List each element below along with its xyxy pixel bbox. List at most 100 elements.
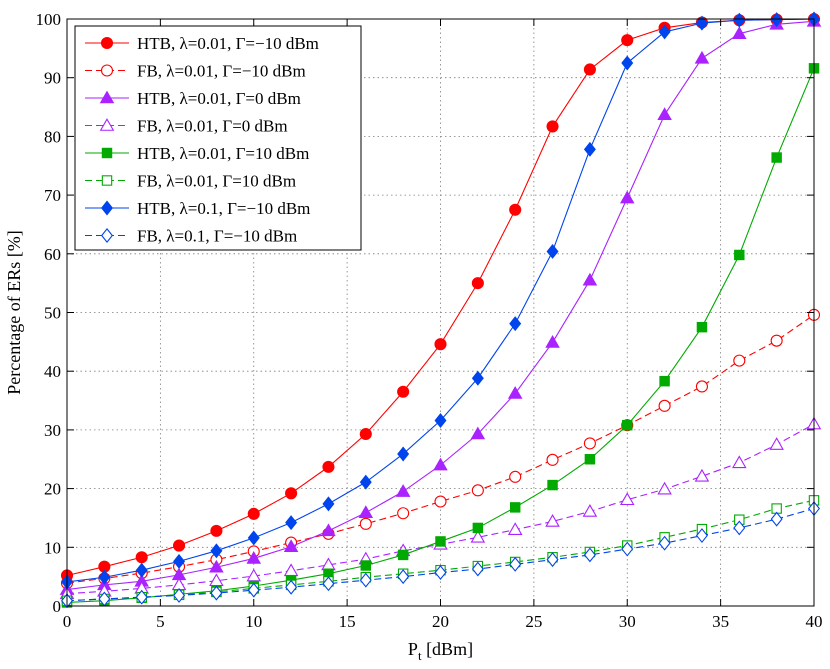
data-point: [694, 50, 710, 64]
data-point: [135, 562, 148, 578]
data-point: [247, 507, 260, 520]
x-tick-label: 20: [432, 612, 449, 631]
data-point: [734, 249, 745, 261]
data-point: [101, 147, 113, 159]
data-point: [100, 36, 114, 50]
data-point: [769, 437, 784, 450]
data-point: [397, 507, 410, 520]
data-point: [358, 505, 374, 518]
legend-item-3: FB, λ=0.01, Γ=0 dBm: [85, 117, 288, 136]
data-point: [509, 556, 522, 572]
data-point: [247, 530, 260, 546]
data-point: [509, 316, 522, 332]
data-point: [285, 515, 298, 531]
data-point: [733, 354, 746, 367]
data-point: [285, 579, 298, 595]
data-point: [360, 560, 372, 571]
data-point: [619, 190, 635, 204]
data-point: [434, 413, 447, 428]
y-tick-label: 90: [44, 69, 61, 88]
axes: 0 5 10 15 20 25 30 35 40 0 10 20 30 40 50 60 70 80 90 100 Pt…: [4, 10, 823, 663]
data-point: [695, 380, 709, 393]
legend-item-7: FB, λ=0.1, Γ=−10 dBm: [85, 227, 297, 246]
data-point: [622, 419, 633, 431]
data-point: [101, 228, 113, 243]
data-point: [546, 453, 559, 466]
data-point: [247, 582, 260, 598]
data-point: [98, 569, 111, 585]
data-point: [694, 468, 710, 482]
data-point: [546, 120, 559, 133]
data-point: [101, 175, 113, 186]
data-point: [210, 585, 223, 601]
data-point: [359, 474, 372, 490]
y-tick-label: 80: [44, 127, 61, 146]
data-point: [658, 535, 671, 551]
legend-label: HTB, λ=0.01, Γ=0 dBm: [137, 89, 301, 108]
data-point: [397, 385, 410, 398]
data-point: [583, 141, 596, 157]
data-point: [472, 522, 484, 534]
plot-series: [59, 11, 822, 609]
data-point: [359, 517, 372, 530]
data-point: [507, 386, 523, 399]
data-point: [470, 426, 486, 440]
data-point: [547, 479, 558, 491]
data-point: [209, 573, 224, 587]
legend-item-5: FB, λ=0.01, Γ=10 dBm: [85, 172, 296, 191]
data-point: [470, 529, 486, 543]
data-point: [733, 12, 746, 28]
data-point: [246, 568, 262, 582]
y-tick-label: 60: [44, 245, 61, 264]
data-point: [210, 524, 223, 537]
data-point: [621, 541, 634, 557]
data-point: [322, 460, 335, 473]
data-point: [99, 118, 115, 131]
data-point: [770, 12, 783, 28]
y-tick-label: 0: [53, 597, 62, 616]
data-point: [695, 15, 708, 31]
x-tick-label: 35: [712, 612, 729, 631]
data-point: [246, 551, 262, 564]
data-point: [322, 576, 335, 592]
y-tick-label: 30: [44, 421, 61, 440]
data-point: [771, 152, 782, 163]
data-point: [135, 551, 148, 564]
legend-label: FB, λ=0.01, Γ=−10 dBm: [137, 62, 306, 81]
data-point: [770, 334, 783, 347]
data-point: [657, 107, 672, 120]
x-axis-label-main: P: [408, 639, 418, 659]
legend-item-6: HTB, λ=0.1, Γ=−10 dBm: [85, 199, 310, 218]
legend-item-0: HTB, λ=0.01, Γ=−10 dBm: [85, 34, 319, 53]
data-point: [507, 522, 523, 535]
y-axis-label: Percentage of ERs [%]: [4, 230, 24, 394]
data-point: [471, 277, 484, 290]
data-point: [395, 484, 411, 497]
x-axis-label-subscript: t: [418, 648, 422, 663]
legend: HTB, λ=0.01, Γ=−10 dBm FB, λ=0.01, Γ=−10 …: [74, 25, 362, 251]
data-point: [583, 547, 596, 563]
x-axis-label-unit: [dBm]: [422, 639, 474, 659]
data-point: [657, 481, 672, 495]
data-point: [621, 55, 634, 71]
data-point: [434, 495, 447, 508]
data-point: [583, 437, 596, 450]
data-point: [173, 553, 186, 569]
data-point: [173, 539, 186, 552]
data-point: [658, 399, 671, 412]
data-point: [471, 484, 484, 497]
data-point: [283, 563, 299, 577]
data-point: [434, 338, 447, 351]
data-point: [101, 200, 113, 216]
data-point: [471, 370, 484, 386]
data-point: [733, 520, 746, 536]
data-point: [397, 549, 409, 561]
data-point: [582, 504, 598, 517]
legend-item-2: HTB, λ=0.01, Γ=0 dBm: [85, 89, 301, 108]
series-line: [66, 314, 815, 584]
data-point: [433, 457, 448, 471]
data-point: [545, 514, 560, 527]
x-tick-label: 25: [525, 612, 542, 631]
data-point: [696, 321, 708, 333]
legend-label: FB, λ=0.1, Γ=−10 dBm: [137, 227, 297, 246]
